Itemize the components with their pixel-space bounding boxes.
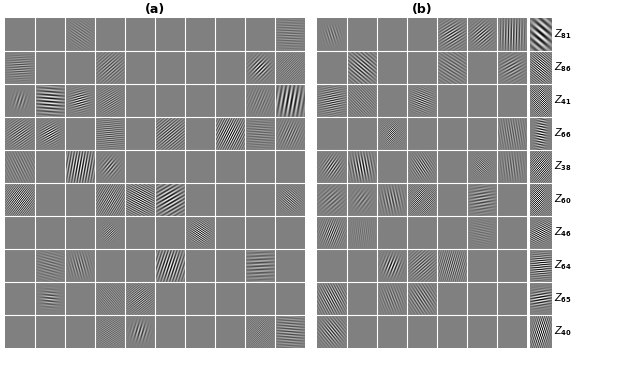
Text: $Z_{\mathbf{46}}$: $Z_{\mathbf{46}}$ xyxy=(554,226,572,240)
Text: $Z_{\mathbf{40}}$: $Z_{\mathbf{40}}$ xyxy=(554,325,572,339)
Text: $Z_{\mathbf{41}}$: $Z_{\mathbf{41}}$ xyxy=(554,93,572,107)
Text: $Z_{\mathbf{38}}$: $Z_{\mathbf{38}}$ xyxy=(554,160,572,173)
Text: $Z_{\mathbf{65}}$: $Z_{\mathbf{65}}$ xyxy=(554,291,572,305)
Text: $Z_{\mathbf{60}}$: $Z_{\mathbf{60}}$ xyxy=(554,192,572,206)
Text: $Z_{\mathbf{66}}$: $Z_{\mathbf{66}}$ xyxy=(554,127,572,141)
Text: $Z_{\mathbf{81}}$: $Z_{\mathbf{81}}$ xyxy=(554,28,572,41)
Text: $Z_{\mathbf{86}}$: $Z_{\mathbf{86}}$ xyxy=(554,61,572,74)
Text: (a): (a) xyxy=(145,4,165,17)
Text: (b): (b) xyxy=(412,4,432,17)
Text: $Z_{\mathbf{64}}$: $Z_{\mathbf{64}}$ xyxy=(554,259,572,272)
